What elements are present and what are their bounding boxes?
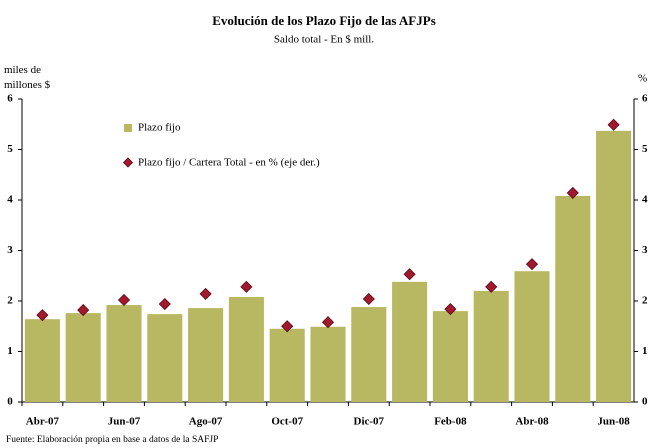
legend-swatch — [122, 157, 134, 168]
diamond-marker — [77, 304, 90, 317]
y2-axis-label: % — [638, 73, 647, 85]
x-tick-label: Abr-08 — [515, 416, 549, 428]
diamond-marker — [525, 258, 539, 271]
diamond-marker — [566, 186, 579, 199]
x-tick-label: Oct-07 — [271, 416, 303, 428]
bar — [473, 290, 509, 402]
y2-tick-label: 5 — [642, 143, 648, 155]
legend-label: Plazo fijo / Cartera Total - en % (eje d… — [138, 157, 320, 169]
bar — [24, 319, 60, 402]
diamond-marker — [158, 297, 171, 311]
y-tick-label: 5 — [7, 143, 13, 155]
y-tick-label: 4 — [7, 194, 13, 206]
y-tick-label: 1 — [7, 345, 13, 357]
diamond-marker — [36, 309, 49, 322]
bar — [432, 311, 468, 402]
bar — [106, 305, 142, 402]
legend-swatch — [124, 124, 132, 132]
x-tick-label: Jun-07 — [108, 416, 141, 428]
x-tick-label: Jun-08 — [597, 416, 630, 428]
y2-tick-label: 1 — [642, 345, 648, 357]
bar — [228, 296, 264, 402]
chart-subtitle: Saldo total - En $ mill. — [274, 34, 374, 46]
diamond-marker — [117, 293, 131, 307]
legend-label: Plazo fijo — [138, 122, 181, 134]
diamond-marker — [321, 316, 335, 329]
bar — [514, 271, 550, 402]
x-tick-label: Abr-07 — [26, 416, 60, 428]
chart-title: Evolución de los Plazo Fijo de las AFJPs — [212, 13, 436, 28]
y2-tick-label: 0 — [642, 396, 648, 408]
bar — [555, 195, 591, 402]
diamond-marker — [444, 303, 457, 316]
diamond-marker — [607, 118, 620, 131]
bar — [269, 328, 305, 402]
source-note: Fuente: Elaboración propia en base a dat… — [6, 435, 218, 445]
x-tick-label: Feb-08 — [434, 416, 467, 428]
bar — [65, 313, 101, 402]
diamond-marker — [362, 292, 375, 306]
y-tick-label: 6 — [7, 93, 13, 105]
y-tick-label: 3 — [7, 244, 13, 256]
bar — [310, 326, 346, 402]
y-tick-label: 0 — [7, 396, 13, 408]
diamond-marker — [281, 320, 294, 333]
y2-tick-label: 4 — [642, 194, 648, 206]
bar — [147, 314, 183, 402]
y2-tick-label: 2 — [642, 295, 648, 307]
bar — [596, 130, 632, 402]
bar — [188, 308, 224, 402]
diamond-marker — [240, 280, 253, 293]
y-tick-label: 2 — [7, 295, 13, 307]
y-axis-label: miles de millones $ — [4, 64, 51, 91]
x-tick-label: Dic-07 — [354, 416, 385, 428]
y2-tick-label: 3 — [642, 244, 648, 256]
bar — [392, 281, 428, 402]
bar — [351, 307, 387, 402]
diamond-marker — [403, 268, 416, 281]
diamond-marker — [199, 287, 212, 300]
y2-tick-label: 6 — [642, 93, 648, 105]
x-tick-label: Ago-07 — [189, 416, 223, 428]
diamond-marker — [485, 280, 498, 293]
